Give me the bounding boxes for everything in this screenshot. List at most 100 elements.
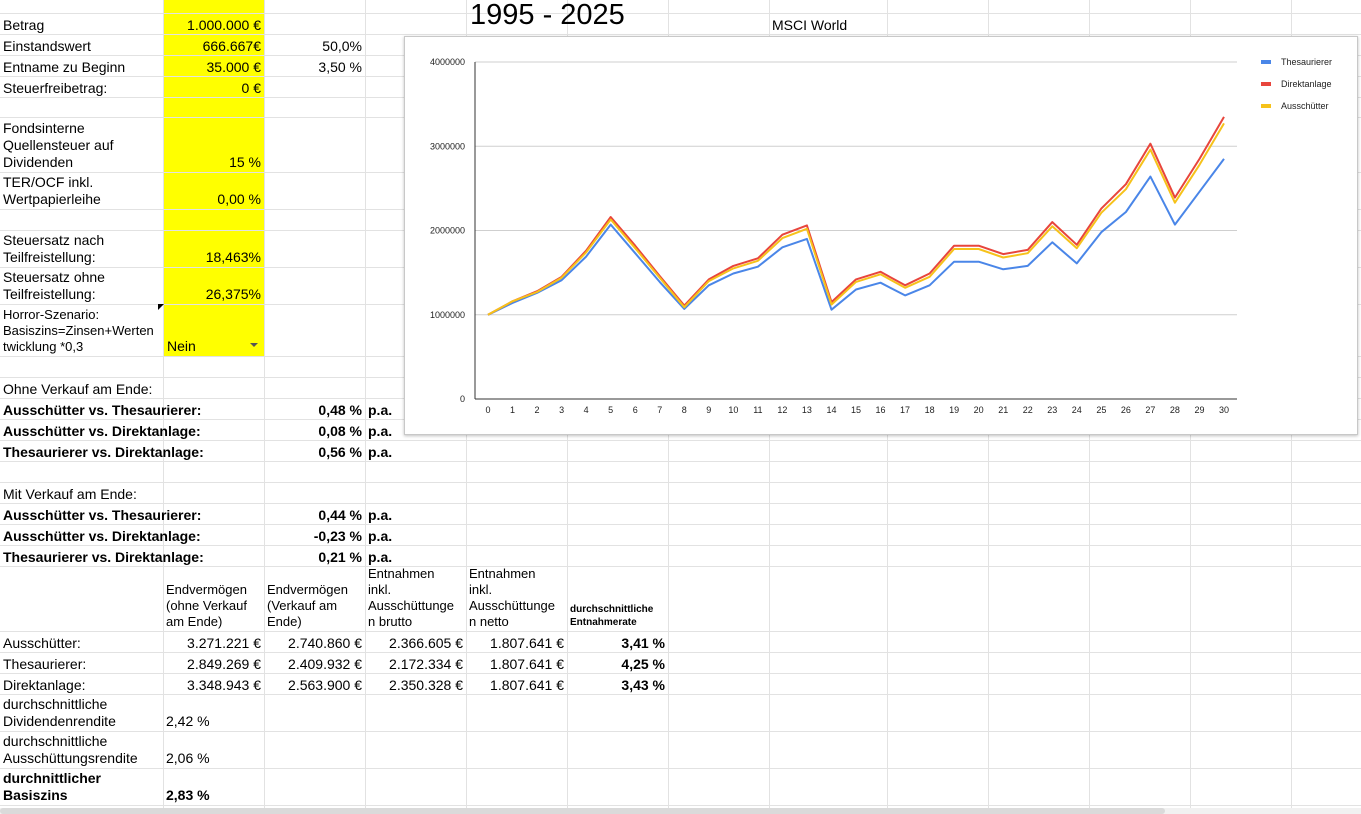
x-tick-label: 0 [485, 405, 490, 415]
row-divider [0, 805, 1361, 806]
table-header[interactable]: Entnahmen inkl. Ausschüttunge n netto [469, 566, 556, 629]
freibetrag-label[interactable]: Steuerfreibetrag: [3, 80, 108, 96]
table-header[interactable]: Entnahmen inkl. Ausschüttunge n brutto [368, 566, 455, 629]
horror-szenario-label[interactable]: Horror-Szenario: Basiszins=Zinsen+Werten… [3, 307, 154, 354]
steuersatz-otf-label[interactable]: Steuersatz ohne Teilfreistellung: [3, 269, 105, 302]
ohne-row-value[interactable]: 0,08 % [318, 423, 362, 439]
basiszins-value[interactable]: 2,83 % [166, 787, 210, 803]
comment-marker-icon[interactable] [158, 304, 164, 310]
einstand-percent[interactable]: 50,0% [322, 38, 362, 54]
entnahme-value[interactable]: 35.000 € [206, 59, 262, 75]
mit-row-unit[interactable]: p.a. [368, 528, 393, 544]
entnahme-label[interactable]: Entname zu Beginn [3, 59, 126, 75]
x-tick-label: 26 [1121, 405, 1131, 415]
series-line [487, 122, 1225, 316]
table-header[interactable]: durchschnittliche Entnahmerate [570, 604, 654, 628]
table-row-label[interactable]: Thesaurierer: [3, 656, 87, 672]
table-row-label[interactable]: Ausschütter: [3, 635, 81, 651]
column-divider [365, 0, 366, 808]
ohne-row-value[interactable]: 0,56 % [318, 444, 362, 460]
row-divider [0, 482, 1361, 483]
entnahme-percent[interactable]: 3,50 % [318, 59, 362, 75]
table-cell[interactable]: 4,25 % [621, 656, 665, 672]
x-tick-label: 7 [657, 405, 662, 415]
horror-szenario-selected: Nein [167, 338, 196, 354]
horror-szenario-dropdown[interactable]: Nein [167, 336, 262, 355]
table-header[interactable]: Endvermögen (Verkauf am Ende) [267, 582, 348, 629]
legend-label: Direktanlage [1281, 79, 1332, 89]
table-cell[interactable]: 2.563.900 € [288, 677, 362, 693]
quellensteuer-value[interactable]: 15 % [229, 154, 261, 170]
table-cell[interactable]: 3,41 % [621, 635, 665, 651]
x-tick-label: 10 [728, 405, 738, 415]
x-tick-label: 24 [1072, 405, 1082, 415]
mit-row-label[interactable]: Thesaurierer vs. Direktanlage: [3, 549, 204, 565]
x-tick-label: 17 [900, 405, 910, 415]
betrag-value[interactable]: 1.000.000 € [187, 17, 261, 33]
row-divider [0, 34, 1361, 35]
series-line [487, 116, 1225, 316]
x-tick-label: 5 [608, 405, 613, 415]
table-cell[interactable]: 1.807.641 € [490, 635, 564, 651]
mit-row-value[interactable]: -0,23 % [313, 528, 362, 544]
table-cell[interactable]: 2.849.269 € [187, 656, 261, 672]
ohne-row-unit[interactable]: p.a. [368, 444, 393, 460]
table-header[interactable]: Endvermögen (ohne Verkauf am Ende) [166, 582, 247, 629]
legend-swatch [1261, 82, 1271, 86]
y-tick-label: 0 [460, 394, 465, 404]
series-line [487, 158, 1225, 316]
ohne-verkauf-header[interactable]: Ohne Verkauf am Ende: [3, 381, 153, 397]
ohne-row-label[interactable]: Ausschütter vs. Thesaurierer: [3, 402, 202, 418]
mit-row-unit[interactable]: p.a. [368, 507, 393, 523]
mit-row-label[interactable]: Ausschütter vs. Direktanlage: [3, 528, 201, 544]
column-divider [264, 0, 265, 808]
mit-verkauf-header[interactable]: Mit Verkauf am Ende: [3, 486, 137, 502]
betrag-label[interactable]: Betrag [3, 17, 45, 33]
ohne-row-unit[interactable]: p.a. [368, 402, 393, 418]
index-label[interactable]: MSCI World [772, 17, 848, 33]
mit-row-unit[interactable]: p.a. [368, 549, 393, 565]
y-tick-label: 4000000 [430, 57, 465, 67]
ohne-row-label[interactable]: Ausschütter vs. Direktanlage: [3, 423, 201, 439]
quellensteuer-label[interactable]: Fondsinterne Quellensteuer auf Dividende… [3, 120, 114, 170]
table-cell[interactable]: 2.350.328 € [389, 677, 463, 693]
table-cell[interactable]: 3,43 % [621, 677, 665, 693]
table-cell[interactable]: 2.366.605 € [389, 635, 463, 651]
mit-row-value[interactable]: 0,21 % [318, 549, 362, 565]
row-divider [0, 524, 1361, 525]
ohne-row-unit[interactable]: p.a. [368, 423, 393, 439]
table-cell[interactable]: 1.807.641 € [490, 677, 564, 693]
table-cell[interactable]: 2.740.860 € [288, 635, 362, 651]
dividendenrendite-value[interactable]: 2,42 % [166, 713, 210, 729]
ausschuettungsrendite-value[interactable]: 2,06 % [166, 750, 210, 766]
mit-row-label[interactable]: Ausschütter vs. Thesaurierer: [3, 507, 202, 523]
table-cell[interactable]: 2.409.932 € [288, 656, 362, 672]
table-cell[interactable]: 3.271.221 € [187, 635, 261, 651]
x-tick-label: 13 [802, 405, 812, 415]
ohne-row-value[interactable]: 0,48 % [318, 402, 362, 418]
ter-label[interactable]: TER/OCF inkl. Wertpapierleihe [3, 174, 101, 207]
dropdown-arrow-icon[interactable] [250, 343, 258, 347]
einstand-label[interactable]: Einstandswert [3, 38, 91, 54]
mit-row-value[interactable]: 0,44 % [318, 507, 362, 523]
dividendenrendite-label[interactable]: durchschnittliche Dividendenrendite [3, 696, 116, 729]
einstand-value[interactable]: 666.667€ [202, 38, 261, 54]
horizontal-scrollbar-thumb[interactable] [0, 808, 1165, 814]
steuersatz-tf-value[interactable]: 18,463% [205, 249, 261, 265]
yellow-input-range [163, 0, 264, 356]
row-divider [0, 631, 1361, 632]
ter-value[interactable]: 0,00 % [217, 191, 261, 207]
freibetrag-value[interactable]: 0 € [241, 80, 261, 96]
x-tick-label: 21 [998, 405, 1008, 415]
ausschuettungsrendite-label[interactable]: durchschnittliche Ausschüttungsrendite [3, 733, 138, 766]
line-chart[interactable]: 0 1000000 2000000 3000000 4000000 0 1 2 3 4 5 6 7 8 9 1… [404, 36, 1358, 435]
table-cell[interactable]: 1.807.641 € [490, 656, 564, 672]
table-cell[interactable]: 2.172.334 € [389, 656, 463, 672]
table-cell[interactable]: 3.348.943 € [187, 677, 261, 693]
table-row-label[interactable]: Direktanlage: [3, 677, 86, 693]
steuersatz-tf-label[interactable]: Steuersatz nach Teilfreistellung: [3, 232, 105, 265]
ohne-row-label[interactable]: Thesaurierer vs. Direktanlage: [3, 444, 204, 460]
steuersatz-otf-value[interactable]: 26,375% [205, 286, 261, 302]
basiszins-label[interactable]: durchnittlicher Basiszins [3, 770, 102, 803]
